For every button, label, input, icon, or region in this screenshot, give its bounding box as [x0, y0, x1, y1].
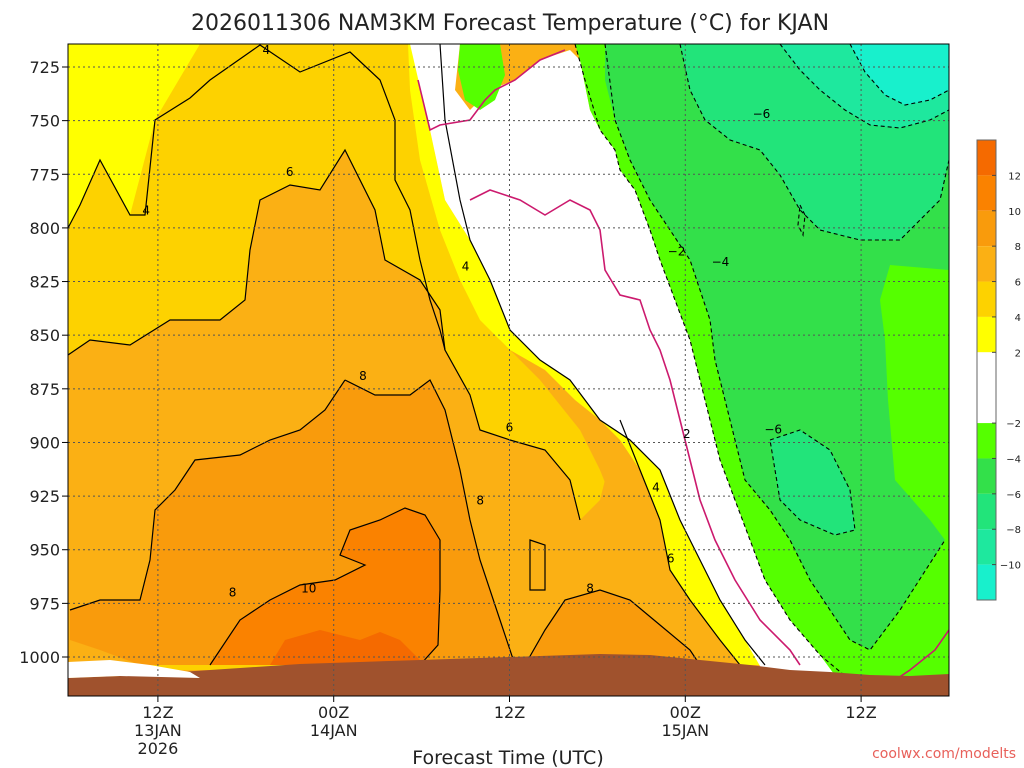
contour-label: 4 — [462, 260, 470, 274]
y-tick-label: 1000 — [19, 648, 60, 667]
contour-label: 2 — [683, 427, 691, 441]
colorbar-label: −4 — [1006, 454, 1021, 465]
colorbar-label: −2 — [1006, 419, 1021, 430]
colorbar-band — [977, 140, 996, 176]
contour-label: −2 — [668, 245, 686, 259]
y-tick-label: 775 — [29, 165, 60, 184]
colorbar-band — [977, 246, 996, 282]
band-minus10-12 — [850, 44, 949, 105]
band-minus2-4-top — [458, 44, 505, 110]
colorbar-label: −10 — [1000, 561, 1021, 572]
colorbar-band — [977, 529, 996, 565]
contour-label: 8 — [476, 493, 484, 507]
x-tick-time: 12Z — [494, 703, 525, 722]
credit-text: coolwx.com/modelts — [872, 746, 1016, 762]
y-tick-label: 875 — [29, 380, 60, 399]
x-axis-label: Forecast Time (UTC) — [412, 747, 603, 768]
colorbar-label: −8 — [1006, 525, 1021, 536]
contour-label: 6 — [286, 165, 294, 179]
y-axis: 725 750 775 800 825 850 875 900 925 950 975 1000 — [19, 58, 68, 667]
colorbar-band — [977, 316, 996, 353]
colorbar: 12 10 8 6 4 2 −2 −4 −6 −8 −10 — [976, 139, 1021, 601]
band-2-4-left — [68, 44, 200, 230]
contour-label: 10 — [301, 581, 316, 595]
contour-label: −6 — [753, 107, 771, 121]
band-white — [410, 44, 850, 680]
colorbar-band — [977, 210, 996, 247]
colorbar-label: 8 — [1015, 242, 1021, 253]
colorbar-band — [977, 352, 996, 424]
colorbar-label: 12 — [1008, 171, 1021, 182]
colorbar-band — [977, 423, 996, 459]
colorbar-label: 2 — [1015, 348, 1021, 359]
y-tick-label: 900 — [29, 433, 60, 452]
colorbar-label: 10 — [1008, 207, 1021, 218]
y-tick-label: 925 — [29, 487, 60, 506]
chart-title: 2026011306 NAM3KM Forecast Temperature (… — [191, 11, 829, 36]
contour-label: 8 — [359, 369, 367, 383]
colorbar-band — [977, 281, 996, 317]
plot-area — [68, 44, 949, 696]
contour-label: 4 — [142, 204, 150, 218]
colorbar-label: 4 — [1015, 313, 1021, 324]
x-tick-day: 15JAN — [661, 721, 709, 740]
contour-label: 4 — [262, 43, 270, 57]
band-12-14 — [270, 630, 420, 665]
band-4-6-top — [68, 50, 395, 355]
y-tick-label: 800 — [29, 219, 60, 238]
contour-label: 6 — [506, 420, 514, 434]
contour-label: 6 — [667, 551, 675, 565]
contour-label: 8 — [229, 586, 237, 600]
colorbar-label: 6 — [1015, 278, 1021, 289]
terrain — [68, 654, 949, 696]
band-10-12 — [210, 508, 440, 665]
contour-label: −4 — [712, 255, 730, 269]
band-minus6-8-b — [770, 430, 855, 535]
y-tick-label: 850 — [29, 326, 60, 345]
contour-labels: 4 4 6 8 8 10 4 6 8 8 2 4 6 −2 −4 −6 −6 — [142, 43, 782, 600]
x-tick-day: 13JAN — [134, 721, 182, 740]
colorbar-band — [977, 564, 996, 600]
colorbar-frame — [976, 139, 997, 601]
colorbar-band — [977, 175, 996, 211]
y-tick-label: 825 — [29, 273, 60, 292]
y-tick-label: 750 — [29, 112, 60, 131]
y-tick-label: 725 — [29, 58, 60, 77]
colorbar-band — [977, 458, 996, 494]
x-tick-day: 14JAN — [310, 721, 358, 740]
colorbar-label: −6 — [1006, 490, 1021, 501]
positive-contours — [68, 44, 766, 666]
y-tick-label: 950 — [29, 541, 60, 560]
negative-contours — [574, 44, 949, 691]
contour-label: 4 — [652, 481, 660, 495]
x-tick-time: 12Z — [845, 703, 876, 722]
contour-label: 8 — [586, 581, 594, 595]
grid — [68, 44, 949, 696]
colorbar-band — [977, 493, 996, 530]
band-8-10-right — [525, 590, 700, 665]
x-tick-time: 00Z — [318, 703, 349, 722]
surface-gap — [68, 660, 200, 678]
x-tick-time: 12Z — [142, 703, 173, 722]
y-tick-label: 975 — [29, 594, 60, 613]
contour-label: −6 — [764, 423, 782, 437]
x-tick-time: 00Z — [670, 703, 701, 722]
plot-frame — [67, 43, 950, 697]
x-tick-year: 2026 — [138, 739, 179, 758]
